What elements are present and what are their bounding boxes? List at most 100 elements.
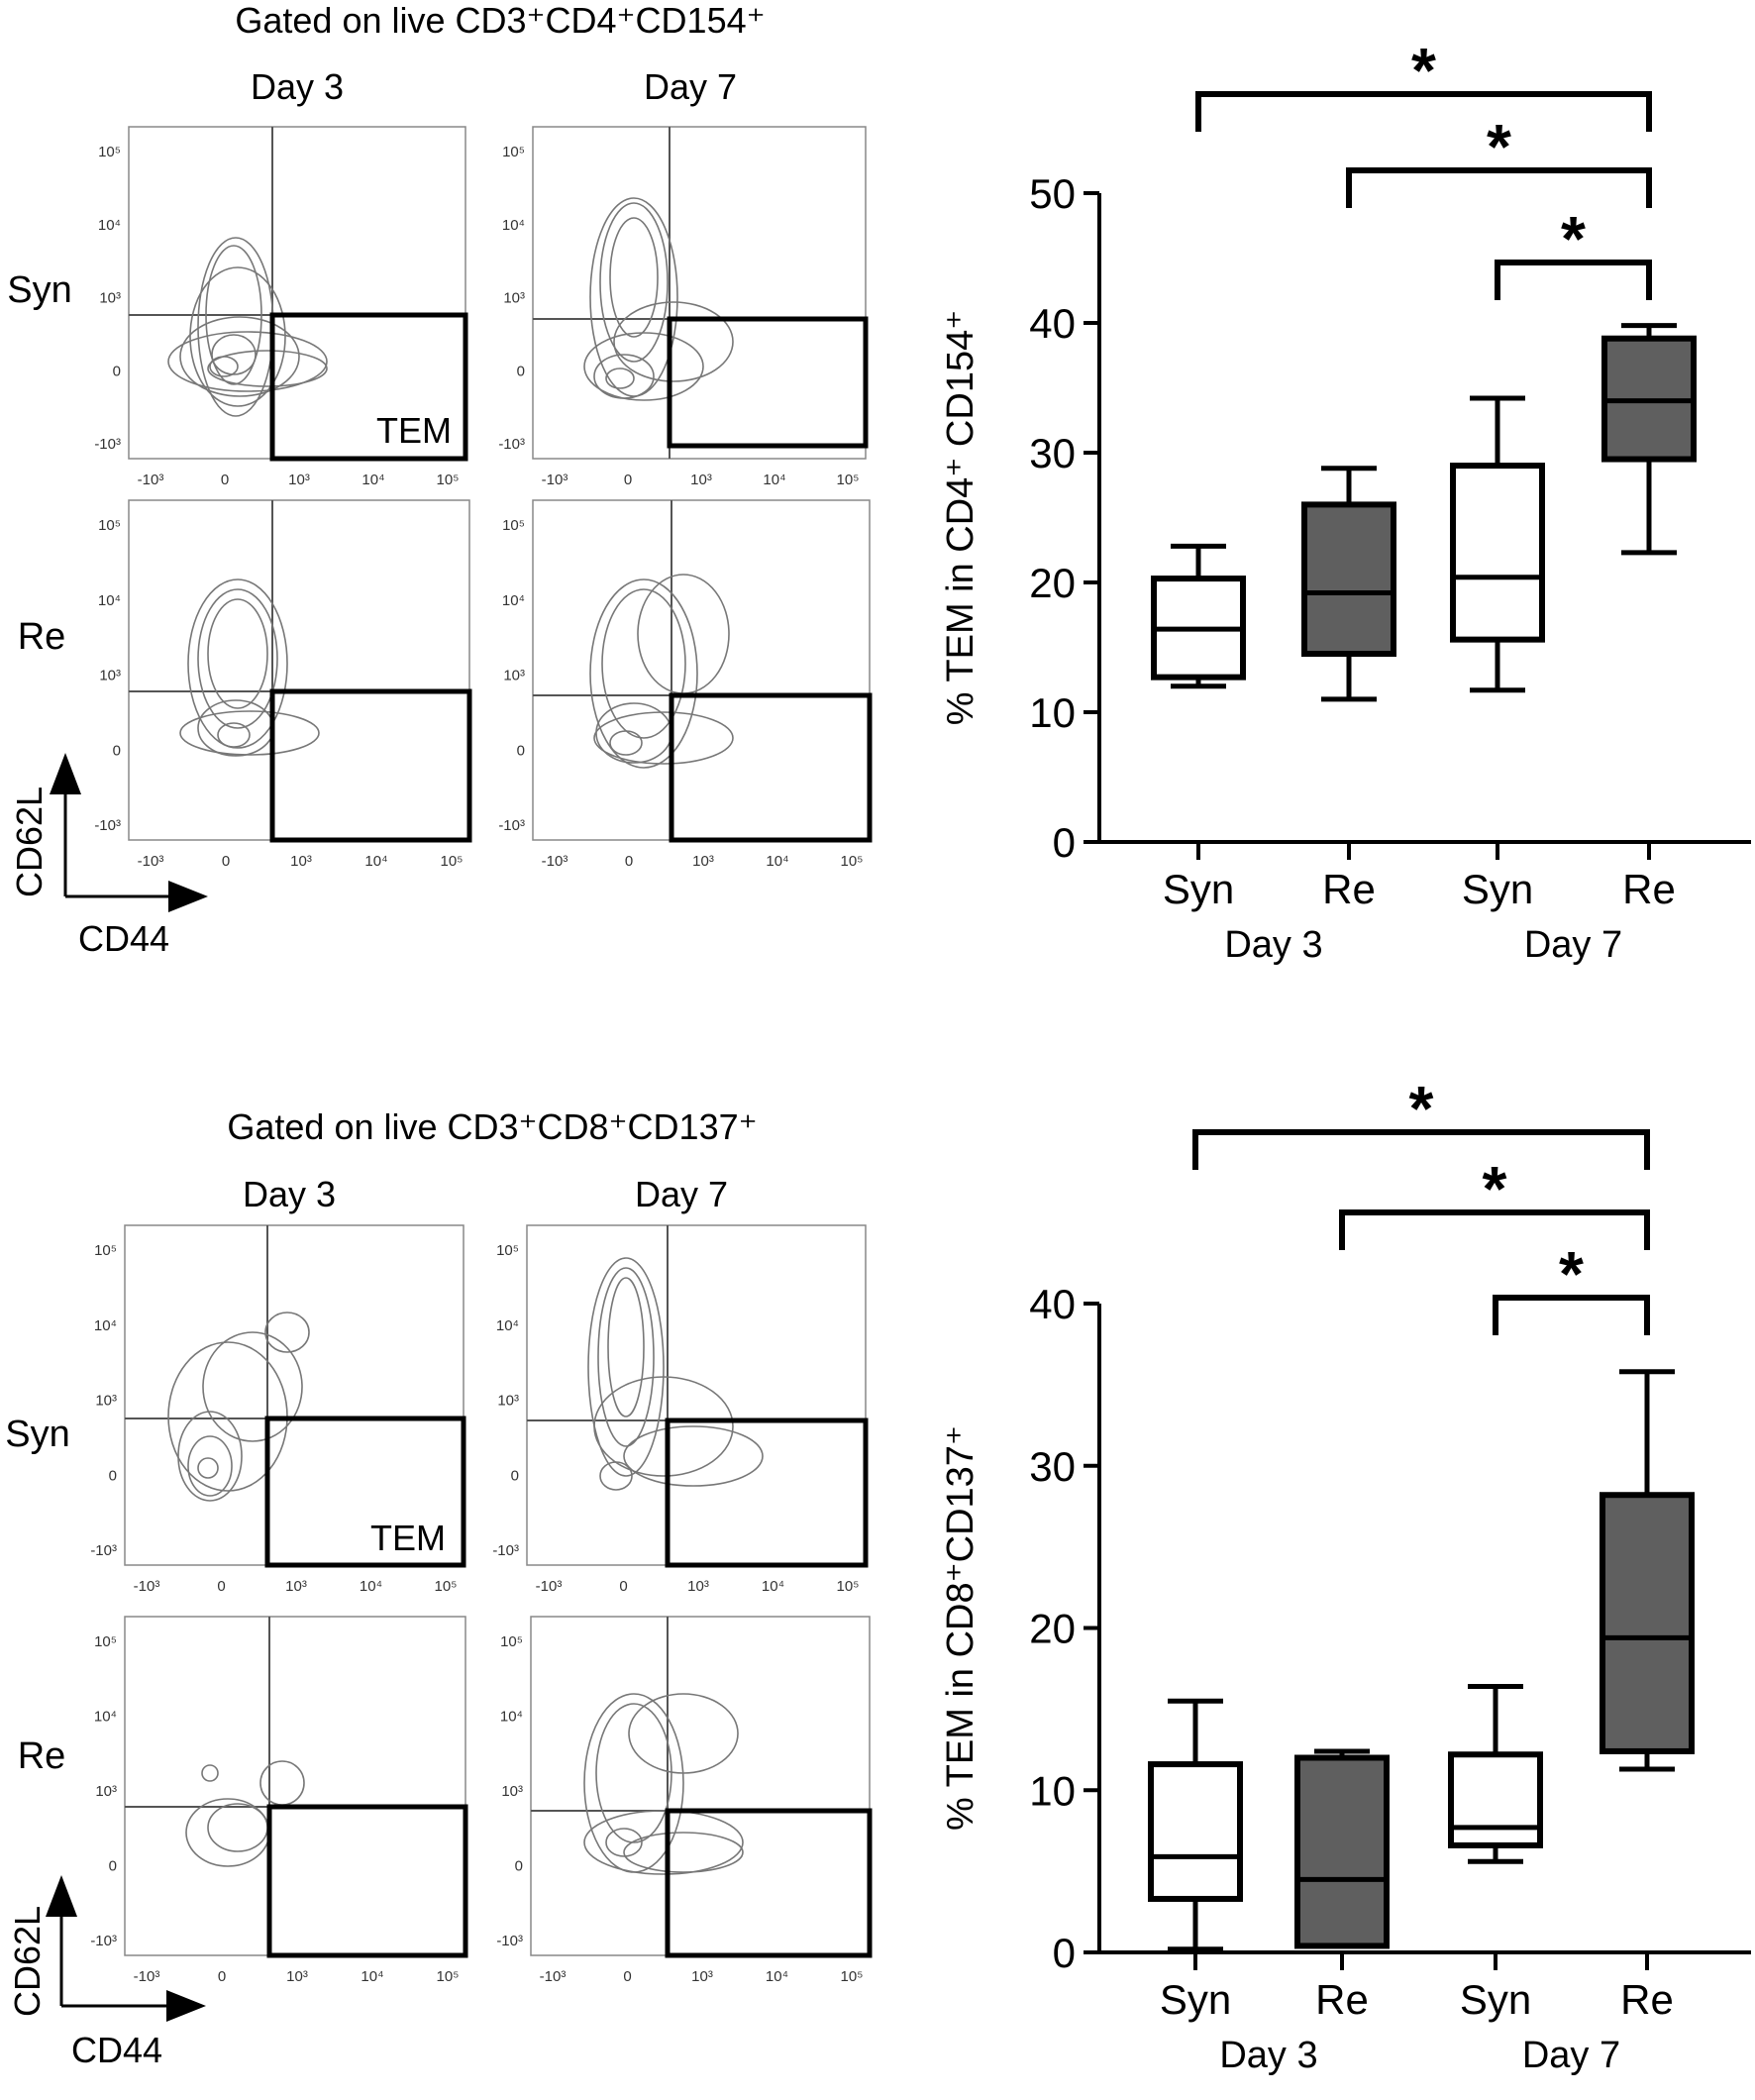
flow-tick-label-x: 10⁴ <box>361 1968 383 1985</box>
flow-tick-label-x: 0 <box>624 472 632 488</box>
significance-star: * <box>1483 1153 1507 1224</box>
flow-tick-label-y: 10³ <box>99 290 121 307</box>
flow-tick-label-y: -10³ <box>94 436 121 453</box>
axis-arrow-label-cd62l: CD62L <box>9 787 50 897</box>
bracket-line <box>1192 1129 1650 1170</box>
significance-bracket: * <box>1495 203 1652 300</box>
significance-bracket: * <box>1195 35 1652 132</box>
tem-gate <box>667 316 869 449</box>
flow-tick-label-x: 10⁴ <box>766 1968 788 1985</box>
flow-tick-label-y: -10³ <box>492 1542 519 1559</box>
flow-tick-label-x: 10⁴ <box>766 853 788 870</box>
flow-tick-label-y: 10⁵ <box>94 1633 117 1650</box>
box-2 <box>1301 466 1396 702</box>
flow-tick-label-x: 10⁵ <box>441 853 464 870</box>
flow-tick-label-y: 0 <box>109 1858 117 1875</box>
box-iqr <box>1294 1754 1390 1949</box>
flow-tick-label-y: 10⁵ <box>502 517 525 534</box>
flow-tick-label-x: 0 <box>625 853 633 870</box>
flow-tick-label-y: 10⁴ <box>496 1317 519 1334</box>
flow-tick-label-x: -10³ <box>138 472 164 488</box>
significance-star: * <box>1559 1238 1584 1310</box>
flow-tick-label-x: 10⁵ <box>841 853 864 870</box>
flow-tick-label-y: 10⁴ <box>98 217 121 234</box>
row-label-syn: Syn <box>5 1414 69 1455</box>
flow-tick-label-x: 10⁴ <box>364 853 387 870</box>
flow-tick-label-x: -10³ <box>138 853 164 870</box>
y-tick-label: 40 <box>1029 300 1076 347</box>
flow-tick-label-y: 10⁴ <box>94 1317 117 1334</box>
flow-tick-label-x: 10³ <box>691 1968 713 1985</box>
box-3 <box>1450 395 1545 693</box>
axis-arrows-cd4: CD62L CD44 <box>9 753 208 959</box>
flow-tick-label-x: 10⁵ <box>437 1968 460 1985</box>
tem-gate-label: TEM <box>370 1518 446 1558</box>
axis-arrows-cd8: CD62L CD44 <box>7 1875 206 2070</box>
flow-tick-label-y: -10³ <box>90 1542 117 1559</box>
flow-tick-label-y: 0 <box>517 742 525 759</box>
flow-tick-label-y: 10³ <box>503 668 525 684</box>
flow-tick-label-x: 0 <box>221 472 229 488</box>
x-group-label: Day 7 <box>1522 2035 1620 2076</box>
box-4 <box>1601 323 1697 556</box>
flow-tick-label-x: 0 <box>619 1578 627 1595</box>
flow-plot-cd4-day7-re <box>532 499 873 843</box>
box-3 <box>1448 1683 1543 1864</box>
significance-bracket: * <box>1346 111 1652 208</box>
significance-star: * <box>1487 111 1511 182</box>
flow-tick-label-x: 10⁴ <box>763 472 785 488</box>
flow-tick-label-y: -10³ <box>94 817 121 834</box>
significance-bracket: * <box>1192 1073 1650 1170</box>
box-chart-cd4: 0 10 20 30 40 50 % TEM in CD4⁺ CD154⁺ Syn Re Syn R… <box>940 35 1751 966</box>
flow-tick-label-y: 0 <box>515 1858 523 1875</box>
y-tick-label: 10 <box>1029 1767 1076 1814</box>
y-tick-label: 30 <box>1029 430 1076 476</box>
flow-tick-label-y: 0 <box>109 1467 117 1484</box>
box-1 <box>1148 1698 1243 1952</box>
x-group-label: Day 3 <box>1219 2035 1317 2076</box>
flow-tick-label-x: 10³ <box>690 472 712 488</box>
flow-tick-label-x: -10³ <box>542 853 568 870</box>
flow-plot-cd4-day7-syn <box>532 126 869 460</box>
flow-tick-label-y: -10³ <box>498 817 525 834</box>
axis-arrow-label-cd62l: CD62L <box>7 1906 48 2017</box>
x-tick-label: Re <box>1315 1976 1369 2023</box>
flow-tick-label-y: 10⁵ <box>94 1242 117 1259</box>
flow-tick-label-y: 10³ <box>95 1393 117 1410</box>
flow-tick-label-x: -10³ <box>134 1968 160 1985</box>
bracket-line <box>1493 1295 1650 1335</box>
flow-tick-label-x: -10³ <box>536 1578 563 1595</box>
x-tick-label: Syn <box>1160 1976 1231 2023</box>
y-tick-label: 30 <box>1029 1443 1076 1490</box>
flow-tick-label-x: 10⁴ <box>360 1578 382 1595</box>
bracket-line <box>1346 167 1652 208</box>
flow-tick-label-y: 0 <box>113 363 121 379</box>
axis-arrow-label-cd44: CD44 <box>78 918 169 959</box>
y-axis-label: % TEM in CD4⁺ CD154⁺ <box>940 310 981 726</box>
flow-tick-label-x: 0 <box>222 853 230 870</box>
row-label-re: Re <box>18 616 66 658</box>
bracket-line <box>1495 260 1652 300</box>
significance-star: * <box>1409 1073 1434 1144</box>
flow-tick-label-y: 10³ <box>497 1393 519 1410</box>
significance-star: * <box>1561 203 1586 274</box>
flow-plot-cd4-day3-re <box>128 499 472 843</box>
tem-gate-label: TEM <box>376 410 452 451</box>
flow-tick-label-x: 0 <box>218 1968 226 1985</box>
flow-tick-label-y: 0 <box>113 742 121 759</box>
flow-plot-cd4-day3-syn: TEM <box>128 126 468 462</box>
flow-tick-label-x: 10⁵ <box>437 472 460 488</box>
flow-tick-label-x: 10³ <box>692 853 714 870</box>
bracket-line <box>1195 91 1652 132</box>
significance-bracket: * <box>1339 1153 1650 1250</box>
flow-tick-label-y: -10³ <box>496 1933 523 1949</box>
axis-arrow-label-cd44: CD44 <box>71 2030 162 2070</box>
box-iqr <box>1148 1761 1243 1902</box>
row-label-re: Re <box>18 1735 66 1777</box>
column-label-day3: Day 3 <box>243 1174 336 1214</box>
box-iqr <box>1450 463 1545 643</box>
flow-plot-cd8-day7-re <box>530 1616 873 1958</box>
box-iqr <box>1600 1492 1695 1754</box>
x-tick-label: Syn <box>1460 1976 1531 2023</box>
